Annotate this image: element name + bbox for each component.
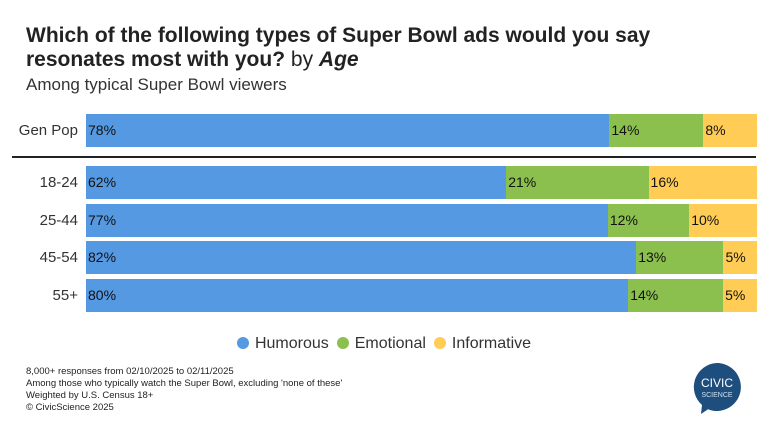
chart-title: Which of the following types of Super Bo… — [26, 24, 726, 72]
category-label: 55+ — [52, 287, 78, 304]
data-label: 62% — [88, 174, 117, 190]
data-label: 77% — [88, 212, 117, 228]
bar-humorous — [86, 114, 610, 147]
legend-label: Emotional — [354, 335, 426, 352]
note: Weighted by U.S. Census 18+ — [26, 390, 154, 401]
bar-emotional — [636, 241, 724, 274]
note: © CivicScience 2025 — [26, 402, 114, 413]
data-label: 5% — [725, 287, 746, 303]
data-label: 82% — [88, 249, 117, 265]
data-label: 10% — [691, 212, 720, 228]
bar-humorous — [86, 204, 608, 237]
bar-informative — [723, 241, 757, 274]
data-label: 14% — [611, 122, 640, 138]
svg-text:CIVIC: CIVIC — [701, 376, 733, 390]
legend-dot-icon — [336, 337, 349, 349]
data-label: 21% — [508, 174, 537, 190]
data-label: 78% — [88, 122, 117, 138]
data-label: 13% — [638, 249, 667, 265]
footnotes: 8,000+ responses from 02/10/2025 to 02/1… — [26, 366, 342, 414]
legend-dot-icon — [236, 337, 249, 349]
title-main: Which of the following types of Super Bo… — [26, 24, 651, 71]
bar-informative — [703, 114, 757, 147]
bar-informative — [648, 166, 757, 199]
legend-label: Informative — [451, 335, 532, 352]
bar-humorous — [86, 166, 507, 199]
title-by: by — [290, 48, 314, 71]
note: 8,000+ responses from 02/10/2025 to 02/1… — [26, 366, 234, 377]
bar-informative — [689, 204, 757, 237]
note: Among those who typically watch the Supe… — [26, 378, 343, 389]
legend-item: Humorous — [236, 335, 329, 352]
bar-emotional — [607, 204, 690, 237]
data-label: 16% — [650, 174, 679, 190]
civicscience-logo: CIVIC SCIENCE — [693, 363, 741, 414]
chart-subtitle: Among typical Super Bowl viewers — [26, 75, 287, 94]
bar-emotional — [628, 279, 724, 312]
bar-emotional — [506, 166, 649, 199]
data-label: 8% — [705, 122, 726, 138]
legend-item: Emotional — [336, 335, 426, 352]
data-label: 14% — [630, 287, 659, 303]
category-label: 18-24 — [39, 174, 78, 191]
category-label: 45-54 — [39, 249, 78, 266]
bar-humorous — [86, 241, 637, 274]
legend-item: Informative — [433, 335, 532, 352]
title-dimension: Age — [318, 48, 359, 71]
bar-emotional — [609, 114, 704, 147]
category-label: Gen Pop — [18, 122, 78, 139]
legend: Humorous Emotional Informative — [0, 335, 768, 353]
legend-label: Humorous — [254, 335, 329, 352]
category-label: 25-44 — [39, 212, 78, 229]
data-label: 5% — [725, 249, 746, 265]
gen-pop-divider — [12, 156, 756, 158]
svg-text:SCIENCE: SCIENCE — [701, 392, 732, 399]
bar-humorous — [86, 279, 629, 312]
data-label: 12% — [609, 212, 638, 228]
legend-dot-icon — [433, 337, 446, 349]
data-label: 80% — [88, 287, 117, 303]
bar-informative — [723, 279, 757, 312]
